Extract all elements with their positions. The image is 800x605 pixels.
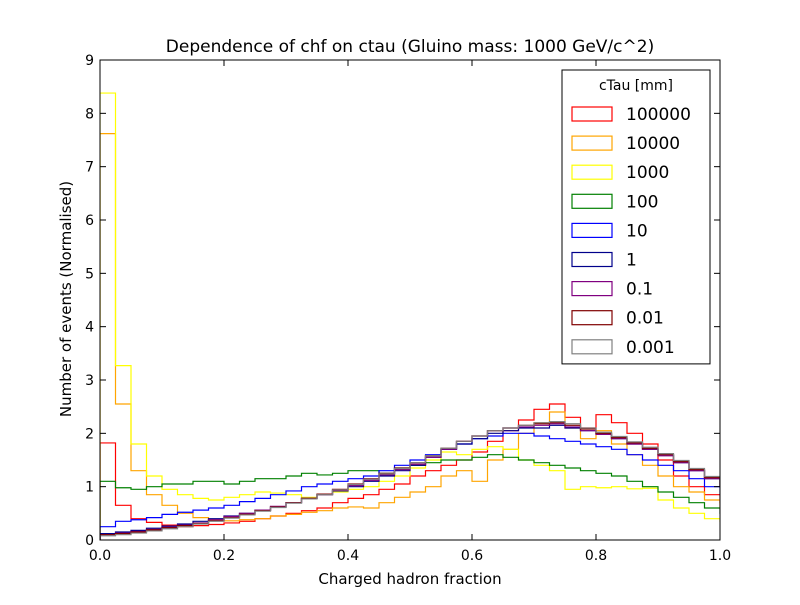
x-tick-label: 0.6 (461, 548, 483, 564)
y-tick-label: 5 (85, 266, 94, 282)
legend-swatch (571, 193, 613, 209)
legend-swatch (571, 251, 613, 268)
legend-entry-label: 1000 (626, 163, 669, 183)
histogram-series-1000 (100, 92, 720, 540)
legend-box (561, 69, 711, 365)
x-tick-label: 0.4 (337, 548, 359, 564)
y-tick-label: 8 (85, 106, 94, 122)
legend-entry-label: 10000 (626, 134, 680, 154)
y-axis-label: Number of events (Normalised) (57, 181, 75, 417)
plot-area (100, 92, 720, 540)
legend-title: cTau [mm] (599, 78, 673, 94)
legend-swatch (571, 106, 613, 122)
legend-swatch (571, 135, 613, 151)
axes: 0.0 0.2 0.4 0.6 0.8 1.0 0 1 2 3 4 5 6 7 8 9 (85, 53, 731, 564)
legend-entry-label: 0.1 (626, 280, 653, 300)
legend-swatch (571, 339, 613, 355)
legend-swatch (571, 222, 613, 238)
y-tick-label: 0 (85, 533, 94, 549)
histogram-series-0-001 (100, 421, 720, 540)
legend-entry-label: 0.01 (626, 309, 664, 329)
x-axis-label: Charged hadron fraction (318, 570, 501, 588)
y-tick-label: 2 (85, 426, 94, 442)
y-tick-label: 9 (85, 53, 94, 69)
legend-entry-label: 10 (626, 221, 648, 241)
plot-frame (99, 59, 721, 541)
legend-entry-label: 100 (626, 192, 658, 212)
legend-swatch (571, 310, 613, 326)
legend-entry-label: 100000 (626, 105, 691, 125)
x-tick-label: 0.0 (89, 548, 111, 564)
histogram-series-100 (100, 454, 720, 540)
x-tick-label: 1.0 (709, 548, 731, 564)
y-tick-label: 7 (85, 160, 94, 176)
legend: cTau [mm] 100000 10000 1000 100 10 1 0.1 0.01 0.0… (561, 69, 711, 365)
y-tick-label: 3 (85, 373, 94, 389)
y-tick-label: 1 (85, 480, 94, 496)
legend-swatch (571, 281, 613, 297)
legend-entry-label: 1 (626, 251, 637, 271)
chart-title: Dependence of chf on ctau (Gluino mass: … (166, 37, 654, 57)
x-tick-label: 0.2 (213, 548, 235, 564)
y-tick-label: 4 (85, 320, 94, 336)
x-tick-label: 0.8 (585, 548, 607, 564)
legend-swatch (571, 164, 613, 180)
legend-entry-label: 0.001 (626, 338, 675, 358)
y-tick-label: 6 (85, 213, 94, 229)
